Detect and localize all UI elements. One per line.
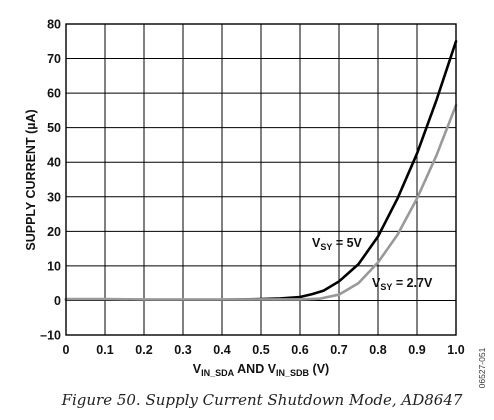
x-tick-label: 0.1: [96, 343, 113, 357]
y-tick-label: 20: [47, 225, 61, 239]
series-label-vsy-2-7v-part-1: V: [372, 276, 381, 290]
y-tick-label: 0: [54, 294, 61, 308]
plot-frame: [65, 23, 457, 336]
y-tick-label: 80: [47, 18, 61, 32]
x-tick-label: 0.4: [213, 343, 230, 357]
series-label-vsy-5v: VSY = 5V: [312, 236, 363, 252]
figure-caption: Figure 50. Supply Current Shutdown Mode,…: [61, 391, 463, 409]
y-tick-label: 30: [47, 190, 61, 204]
x-tick-label: 0.9: [408, 343, 425, 357]
chart-series: [64, 39, 458, 302]
series-label-vsy-2-7v-part-2: = 2.7V: [392, 276, 433, 290]
y-tick-label: 70: [47, 52, 61, 66]
series-label-vsy-5v-part-1: V: [312, 236, 321, 250]
y-tick-label: 40: [47, 156, 61, 170]
series-label-vsy-2-7v-subscript: SY: [380, 282, 392, 292]
y-tick-label: –10: [40, 329, 61, 343]
x-axis-title-subscript-2: IN_SDB: [276, 368, 310, 378]
x-axis-title-part-3: (V): [309, 362, 329, 376]
series-line-vsy-2-7v: [64, 103, 458, 301]
figure-id: 06527-051: [477, 347, 487, 388]
series-label-vsy-5v-subscript: SY: [320, 242, 332, 252]
y-tick-label: 10: [47, 259, 61, 273]
x-tick-label: 0.5: [252, 343, 269, 357]
series-label-vsy-5v-part-2: = 5V: [332, 236, 362, 250]
series-label-vsy-2-7v: VSY = 2.7V: [372, 276, 433, 292]
y-axis-title: SUPPLY CURRENT (µA): [24, 109, 38, 250]
x-axis-title: VIN_SDA AND VIN_SDB (V): [193, 362, 329, 378]
x-tick-label: 0.7: [330, 343, 347, 357]
x-axis-title-part-1: V: [193, 362, 202, 376]
y-tick-label: 50: [47, 121, 61, 135]
tick-labels: 0 0.1 0.2 0.3 0.4 0.5 0.6 0.7 0.8 0.9 1.0–10010203…: [40, 18, 465, 358]
x-tick-label: 0.3: [174, 343, 191, 357]
x-tick-label: 1.0: [447, 343, 464, 357]
y-tick-label: 60: [47, 87, 61, 101]
x-tick-label: 0.2: [135, 343, 152, 357]
x-axis-title-part-2: AND V: [234, 362, 277, 376]
x-tick-label: 0.8: [369, 343, 386, 357]
x-tick-label: 0.6: [291, 343, 308, 357]
chart-grid: [66, 24, 456, 335]
x-tick-label: 0: [63, 343, 70, 357]
x-axis-title-subscript-1: IN_SDA: [201, 368, 235, 378]
